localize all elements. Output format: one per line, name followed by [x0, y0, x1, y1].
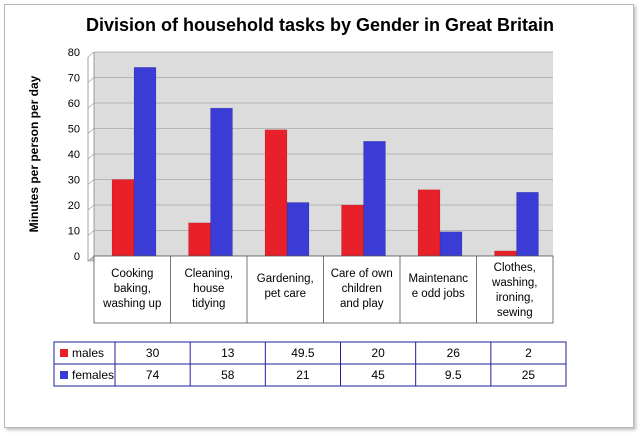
bar-females [133, 67, 157, 257]
category-label: washing up [102, 298, 161, 310]
category-label: Cooking [111, 268, 153, 280]
category-label: washing, [491, 277, 537, 289]
category-label: Care of own [331, 268, 393, 280]
category-label: children [342, 283, 382, 295]
bar-males [417, 189, 441, 257]
data-label-males: 2 [525, 346, 532, 360]
bar-females [286, 202, 310, 257]
data-label-females: 58 [221, 368, 235, 382]
y-tick-label: 0 [74, 251, 80, 263]
gridline-side [87, 255, 95, 262]
y-tick-label: 80 [68, 47, 80, 59]
category-label: Gardening, [257, 273, 314, 285]
y-tick-label: 40 [68, 149, 80, 161]
category-label: Cleaning, [184, 268, 233, 280]
category-label: house [193, 283, 224, 295]
category-label: pet care [264, 288, 306, 300]
data-label-females: 21 [296, 368, 310, 382]
category-label: baking, [114, 283, 151, 295]
bar-females [439, 231, 463, 257]
bar-males [111, 179, 135, 257]
bar-females [210, 107, 233, 257]
y-tick-label: 10 [68, 226, 80, 238]
legend-label-males: males [72, 346, 104, 360]
bar-males [341, 204, 364, 257]
bar-females [363, 141, 386, 257]
gridline-side [87, 230, 95, 236]
y-tick-label: 20 [68, 200, 80, 212]
y-tick-label: 30 [68, 175, 80, 187]
legend-label-females: females [72, 368, 114, 382]
category-label: Clothes, [494, 262, 536, 274]
category-label: tidying [192, 298, 225, 310]
data-label-females: 74 [146, 368, 160, 382]
gridline-side [87, 179, 95, 185]
data-label-males: 20 [371, 346, 385, 360]
legend-swatch-females [60, 371, 68, 379]
data-label-females: 45 [371, 368, 385, 382]
category-label: ironing, [496, 292, 534, 304]
bar-males [264, 129, 288, 257]
bar-males [188, 222, 211, 257]
data-label-males: 30 [146, 346, 160, 360]
y-tick-label: 60 [68, 98, 80, 110]
y-axis-label: Minutes per person per day [27, 75, 41, 232]
gridline-side [87, 153, 95, 160]
chart-title: Division of household tasks by Gender in… [86, 15, 554, 35]
data-label-males: 49.5 [291, 346, 315, 360]
legend-swatch-males [60, 349, 68, 357]
category-label: Maintenanc [409, 273, 469, 285]
y-tick-label: 50 [68, 124, 80, 136]
bar-males [494, 250, 517, 257]
gridline-side [87, 204, 95, 211]
y-tick-label: 70 [68, 73, 80, 85]
category-label: e odd jobs [412, 288, 465, 300]
gridline-side [87, 102, 95, 109]
data-label-males: 13 [221, 346, 235, 360]
category-label: sewing [497, 307, 533, 319]
category-label: and play [340, 298, 384, 310]
gridline-side [87, 77, 95, 83]
gridline-side [87, 51, 95, 58]
data-label-females: 9.5 [445, 368, 462, 382]
data-label-females: 25 [522, 368, 536, 382]
gridline-side [87, 128, 95, 134]
data-label-males: 26 [447, 346, 461, 360]
bar-females [516, 192, 539, 257]
